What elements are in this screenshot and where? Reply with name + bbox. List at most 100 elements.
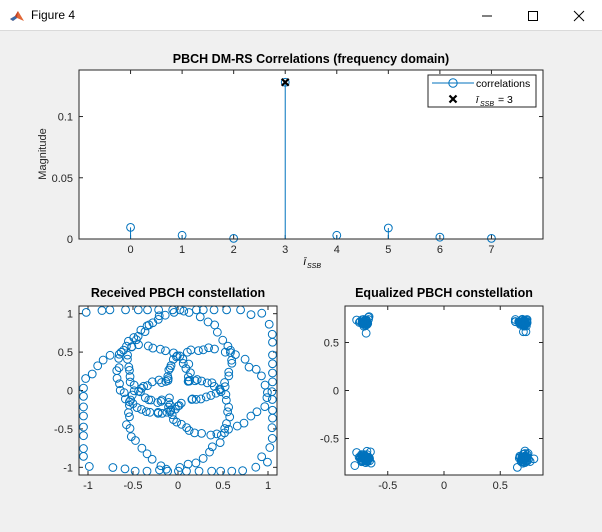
scatter-point [220,424,230,433]
scatter-point [129,333,139,342]
minimize-button[interactable] [464,0,510,31]
y-tick-label: 0 [67,234,73,246]
minimize-icon [482,15,492,17]
maximize-icon [528,11,538,21]
scatter-point [231,350,240,360]
scatter-point [155,465,164,475]
scatter-point [201,392,211,402]
scatter-point [198,454,208,463]
scatter-point [171,404,180,414]
received-constellation-plot: Received PBCH constellation -1 -0.5 0 0.5 1-… [54,286,278,492]
scatter-point [267,387,277,397]
scatter-point [115,379,124,389]
scatter-point [205,447,214,457]
scatter-point [157,408,167,418]
x-tick-label: 0.5 [493,480,508,492]
scatter-point [137,404,146,414]
scatter-point [362,317,372,326]
scatter-point [184,359,194,369]
scatter-point [520,316,529,325]
scatter-point [206,430,216,440]
scatter-points [79,305,277,476]
scatter-point [160,310,170,320]
y-tick-label: -0.5 [54,424,73,436]
scatter-point [172,352,181,362]
scatter-point [93,361,103,371]
scatter-point [84,462,94,471]
y-axis-label: Magnitude [37,128,49,179]
scatter-point [519,327,528,337]
scatter-point [264,319,274,329]
scatter-point [267,434,277,443]
scatter-point [268,350,277,360]
scatter-point [252,407,262,417]
y-tick-label: 0.5 [324,337,339,349]
scatter-point [215,438,225,448]
scatter-point [220,347,230,357]
scatter-point [363,312,373,322]
scatter-point [147,377,157,387]
scatter-point [360,315,370,325]
scatter-point [198,345,208,355]
scatter-points [350,312,539,472]
close-icon [573,10,585,22]
scatter-point [169,415,178,425]
scatter-point [207,442,217,452]
scatter-point [161,346,170,356]
close-button[interactable] [556,0,602,31]
x-axis-label-subscript: SSB [307,263,321,270]
scatter-point [183,372,193,382]
y-tick-label: 0.05 [52,173,73,185]
legend-circle-marker [448,78,458,88]
scatter-point [98,355,108,365]
stem-marker [383,223,393,233]
scatter-point [147,454,157,464]
scatter-point [125,412,134,422]
scatter-point [257,308,267,318]
scatter-point [206,391,216,400]
x-tick-label: -0.5 [378,480,397,492]
scatter-point [175,463,185,472]
scatter-point [145,407,155,417]
scatter-point [268,368,277,378]
figure-area: PBCH DM-RS Correlations (frequency domai… [0,31,602,532]
scatter-point [143,341,153,351]
x-tick-label: 2 [231,244,237,256]
scatter-point [268,413,277,423]
plot-title: PBCH DM-RS Correlations (frequency domai… [173,52,449,66]
scatter-point [122,420,131,430]
x-tick-label: 0.5 [215,480,230,492]
scatter-point [246,310,256,320]
legend: correlations ī SSB = 3 [427,74,537,108]
scatter-point [196,394,206,404]
scatter-point [114,353,124,363]
axes-box [78,69,544,240]
scatter-point [187,395,197,404]
scatter-point [129,386,139,396]
scatter-point [194,346,203,355]
scatter-point [210,344,219,354]
scatter-point [79,444,88,453]
scatter-point [197,428,206,438]
scatter-point [165,407,175,416]
scatter-point [350,461,360,470]
scatter-point [262,393,272,403]
x-tick-label: 6 [437,244,443,256]
scatter-point [183,377,193,386]
matlab-logo-icon [10,11,24,21]
scatter-point [251,364,261,374]
scatter-point [218,335,228,345]
scatter-point [125,365,134,375]
scatter-point [204,343,213,353]
scatter-point [136,387,145,397]
maximize-button[interactable] [510,0,556,31]
scatter-point [179,306,189,316]
scatter-point [212,327,222,337]
scatter-point [141,407,151,417]
x-ticks: 0 1 2 3 4 5 6 7 [127,70,495,256]
scatter-point [120,394,130,404]
scatter-point [519,321,529,331]
detected-marker [280,77,290,87]
axes-box [344,305,544,476]
scatter-point [162,407,172,417]
